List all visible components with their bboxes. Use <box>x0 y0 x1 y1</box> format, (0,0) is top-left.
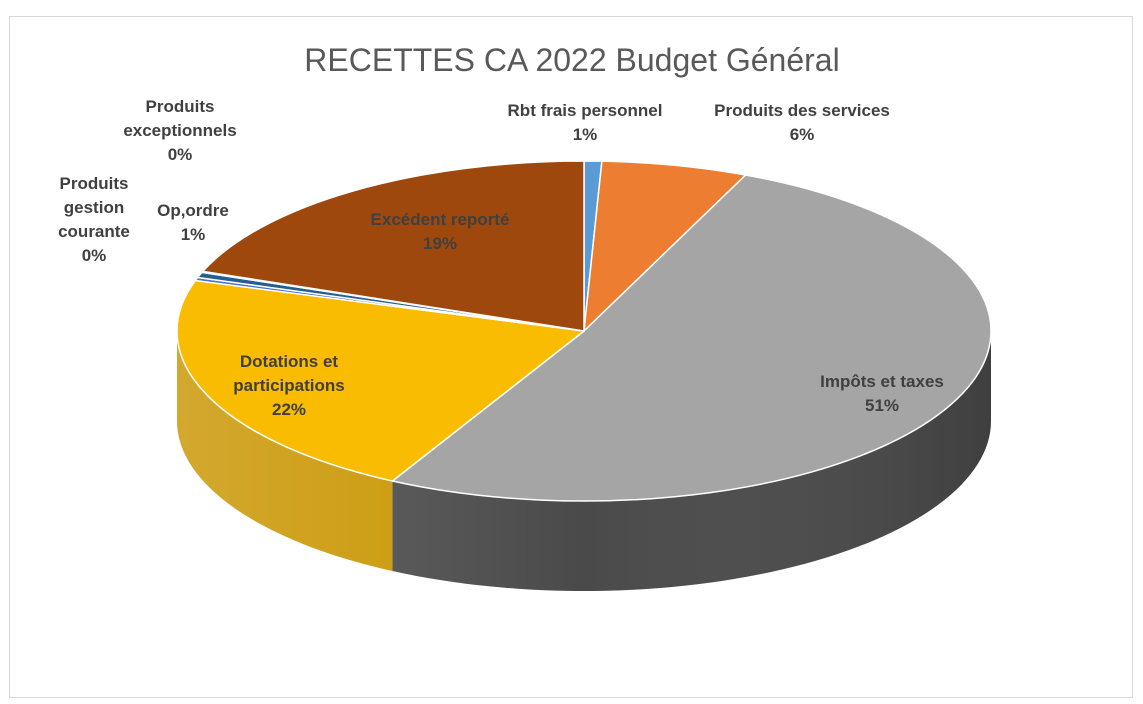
data-label-percent: 51% <box>865 396 899 415</box>
data-label-percent: 22% <box>272 400 306 419</box>
data-label-text: Dotations et <box>240 352 339 371</box>
data-label-produits-gestion-courante: Produits gestion courante 0% <box>58 174 130 265</box>
data-label-text: Op,ordre <box>157 201 229 220</box>
pie-side-walls <box>176 331 992 591</box>
data-label-percent: 6% <box>790 125 815 144</box>
data-label-text: Produits des services <box>714 101 890 120</box>
data-label-text: Produits <box>60 174 129 193</box>
pie-side-shading <box>177 331 991 591</box>
data-label-dotations-et-participations: Dotations et participations 22% <box>233 352 344 419</box>
data-label-text: Excédent reporté <box>371 210 510 229</box>
pie-slice-excedent-reporte <box>202 160 585 332</box>
data-label-percent: 1% <box>181 225 206 244</box>
data-label-text: Rbt frais personnel <box>508 101 663 120</box>
data-label-rbt-frais-personnel: Rbt frais personnel 1% <box>508 101 663 144</box>
data-labels: Rbt frais personnel 1% Produits des servic… <box>58 97 944 419</box>
data-label-produits-des-services: Produits des services 6% <box>714 101 890 144</box>
data-label-text: courante <box>58 222 130 241</box>
pie-slice-produits-des-services <box>583 160 747 332</box>
data-label-text: gestion <box>64 198 124 217</box>
chart-frame: RECETTES CA 2022 Budget Général Rbt frai… <box>9 16 1133 698</box>
pie-slice-dotations-et-participations <box>176 279 585 482</box>
data-label-percent: 1% <box>573 125 598 144</box>
data-label-produits-exceptionnels: Produits exceptionnels 0% <box>123 97 236 164</box>
data-label-text: exceptionnels <box>123 121 236 140</box>
data-label-percent: 0% <box>82 246 107 265</box>
pie-top-faces <box>176 160 992 502</box>
data-label-text: Produits <box>146 97 215 116</box>
pie-chart: RECETTES CA 2022 Budget Général Rbt frai… <box>58 42 992 591</box>
data-label-impots-et-taxes: Impôts et taxes 51% <box>820 372 944 415</box>
data-label-text: Impôts et taxes <box>820 372 944 391</box>
data-label-text: participations <box>233 376 344 395</box>
pie-slice-impots-et-taxes <box>391 174 992 502</box>
chart-title: RECETTES CA 2022 Budget Général <box>304 42 839 78</box>
data-label-op-ordre: Op,ordre 1% <box>157 201 229 244</box>
data-label-percent: 19% <box>423 234 457 253</box>
data-label-percent: 0% <box>168 145 193 164</box>
data-label-excedent-reporte: Excédent reporté 19% <box>371 210 510 253</box>
